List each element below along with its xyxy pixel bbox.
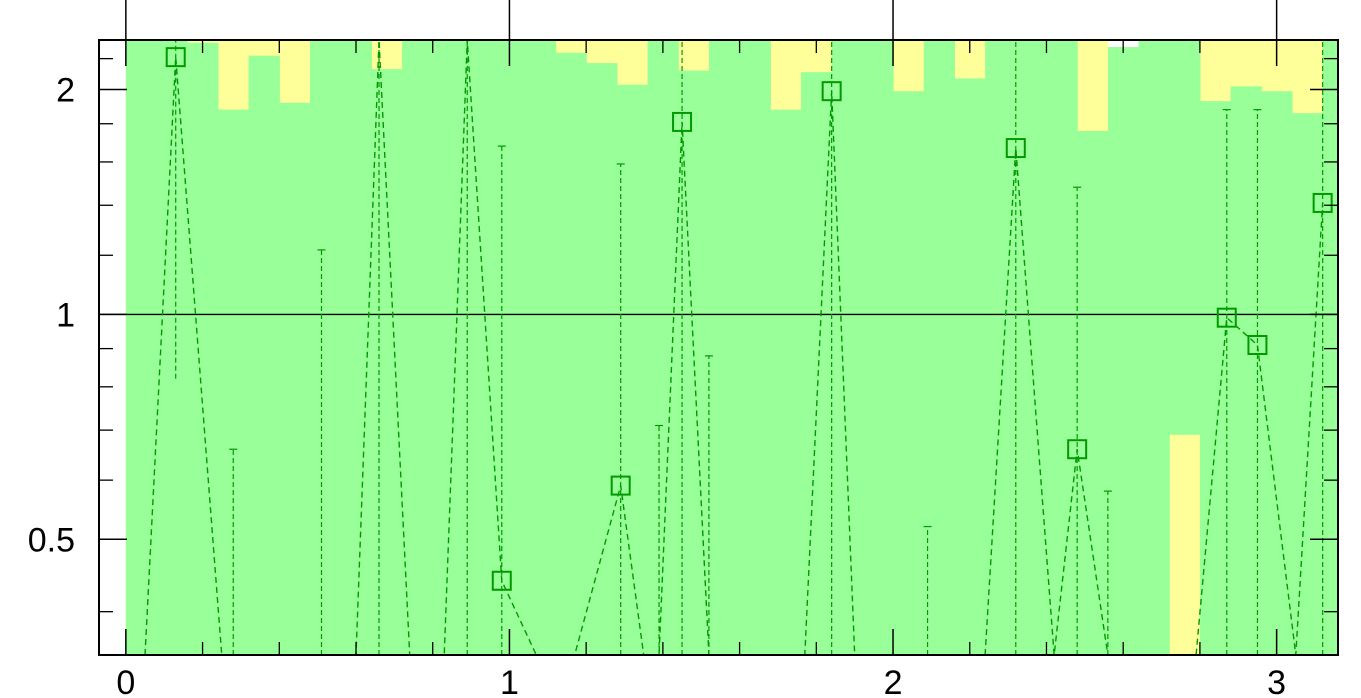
data-point-marker bbox=[1067, 439, 1088, 460]
inner-band-bar bbox=[1107, 47, 1140, 656]
inner-band-bar bbox=[1322, 40, 1339, 655]
inner-band-bar bbox=[187, 42, 219, 656]
inner-band-bar bbox=[739, 40, 771, 655]
x-tick-label: 2 bbox=[884, 664, 903, 698]
data-point-marker bbox=[1216, 307, 1237, 328]
x-tick-label: 3 bbox=[1267, 664, 1286, 698]
data-point-marker bbox=[165, 47, 186, 68]
inner-band-bar bbox=[893, 91, 925, 656]
inner-band-bar bbox=[647, 40, 679, 655]
y-tick-labels: 0.5 1 2 bbox=[28, 72, 75, 560]
inner-band-bar bbox=[985, 40, 1017, 655]
inner-band-bar bbox=[279, 102, 311, 656]
data-point-marker bbox=[1005, 138, 1026, 159]
axis-ticks bbox=[99, 0, 1338, 655]
inner-band-bar bbox=[494, 40, 526, 655]
y-tick-label: 0.5 bbox=[28, 521, 75, 559]
data-point-marker bbox=[610, 475, 631, 496]
inner-band-bar bbox=[862, 40, 894, 655]
data-point-marker bbox=[491, 570, 512, 591]
x-tick-label: 1 bbox=[500, 664, 519, 698]
inner-band-bar bbox=[1138, 40, 1170, 655]
plot-frame bbox=[98, 39, 1339, 656]
inner-band-bar bbox=[402, 40, 434, 655]
x-tick-labels: 0 1 2 3 bbox=[116, 664, 1286, 698]
inner-band-bar bbox=[555, 52, 587, 655]
y-tick-label: 2 bbox=[56, 72, 75, 110]
inner-band-group bbox=[125, 40, 1339, 656]
inner-band-bar bbox=[1261, 91, 1293, 656]
inner-band-bar bbox=[309, 40, 342, 655]
inner-band-bar bbox=[125, 40, 158, 655]
data-point-marker bbox=[672, 111, 693, 132]
inner-band-bar bbox=[1230, 86, 1262, 655]
y-tick-label: 1 bbox=[56, 296, 75, 334]
data-point-marker bbox=[1312, 192, 1333, 213]
inner-band-bar bbox=[586, 63, 618, 655]
inner-band-bar bbox=[1077, 131, 1109, 655]
data-point-marker bbox=[821, 81, 842, 102]
inner-band-bar bbox=[1015, 40, 1048, 655]
inner-band-bar bbox=[524, 40, 557, 655]
inner-band-bar bbox=[954, 78, 986, 655]
inner-band-bar bbox=[463, 40, 495, 655]
inner-band-bar bbox=[1169, 40, 1201, 435]
inner-band-bar bbox=[923, 40, 956, 655]
inner-band-bar bbox=[1291, 113, 1324, 656]
inner-band-bar bbox=[708, 40, 741, 655]
inner-band-bar bbox=[340, 40, 372, 655]
inner-band-bar bbox=[371, 69, 403, 656]
inner-band-bar bbox=[248, 55, 280, 655]
inner-band-bar bbox=[800, 72, 833, 656]
inner-band-bar bbox=[831, 40, 863, 655]
inner-band-bar bbox=[770, 109, 802, 656]
inner-band-bar bbox=[1046, 40, 1078, 655]
inner-band-bar bbox=[616, 84, 649, 656]
x-tick-label: 0 bbox=[116, 664, 135, 698]
data-point-marker bbox=[1247, 335, 1268, 356]
